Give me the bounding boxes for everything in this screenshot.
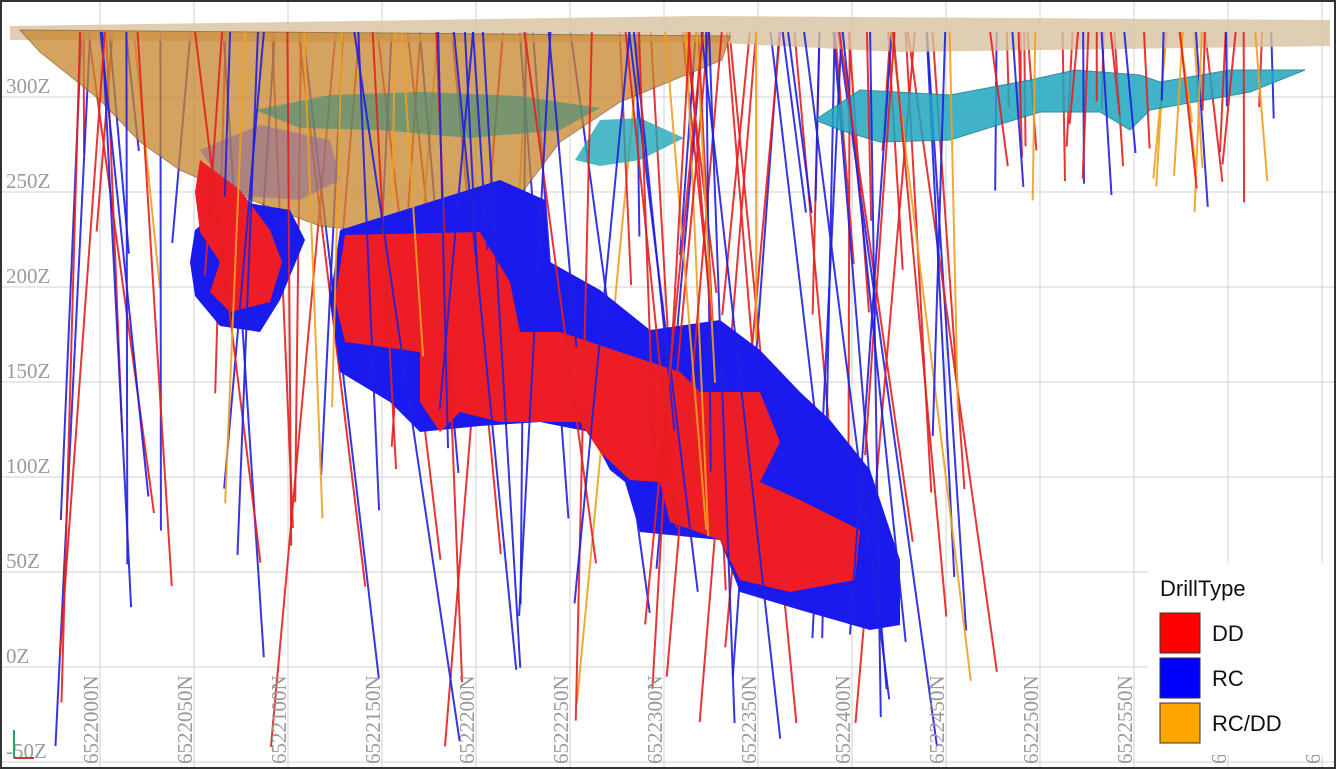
legend-title: DrillType (1160, 576, 1246, 601)
y-label: 0Z (6, 644, 29, 668)
legend-swatch (1160, 613, 1200, 653)
x-label: 6522500N (1019, 675, 1043, 764)
x-label: 6522200N (455, 675, 479, 764)
x-label: 6522300N (643, 675, 667, 764)
x-label: 6522350N (737, 675, 761, 764)
y-label: 250Z (6, 169, 50, 193)
x-label: 6522250N (549, 675, 573, 764)
y-label: 200Z (6, 264, 50, 288)
y-label: 100Z (6, 454, 50, 478)
legend-swatch (1160, 658, 1200, 698)
y-label: 150Z (6, 359, 50, 383)
legend-label: RC (1212, 666, 1244, 691)
legend-label: DD (1212, 621, 1244, 646)
x-label: 6522100N (267, 675, 291, 764)
x-label: 6522150N (361, 675, 385, 764)
y-label: 50Z (6, 549, 40, 573)
drill-hole (1226, 32, 1227, 106)
x-label: 6522550N (1113, 675, 1137, 764)
x-label: 6522050N (173, 675, 197, 764)
x-label: 6522400N (831, 675, 855, 764)
legend-swatch (1160, 703, 1200, 743)
section-view: 300Z 250Z 200Z 150Z 100Z 50Z 0Z -50Z 6522000N 652… (0, 0, 1336, 769)
y-label: 300Z (6, 74, 50, 98)
x-label: 6522450N (925, 675, 949, 764)
y-label: -50Z (6, 739, 47, 763)
legend: DrillType DD RC RC/DD (1148, 563, 1334, 755)
x-label: 6522000N (79, 675, 103, 764)
legend-label: RC/DD (1212, 711, 1282, 736)
